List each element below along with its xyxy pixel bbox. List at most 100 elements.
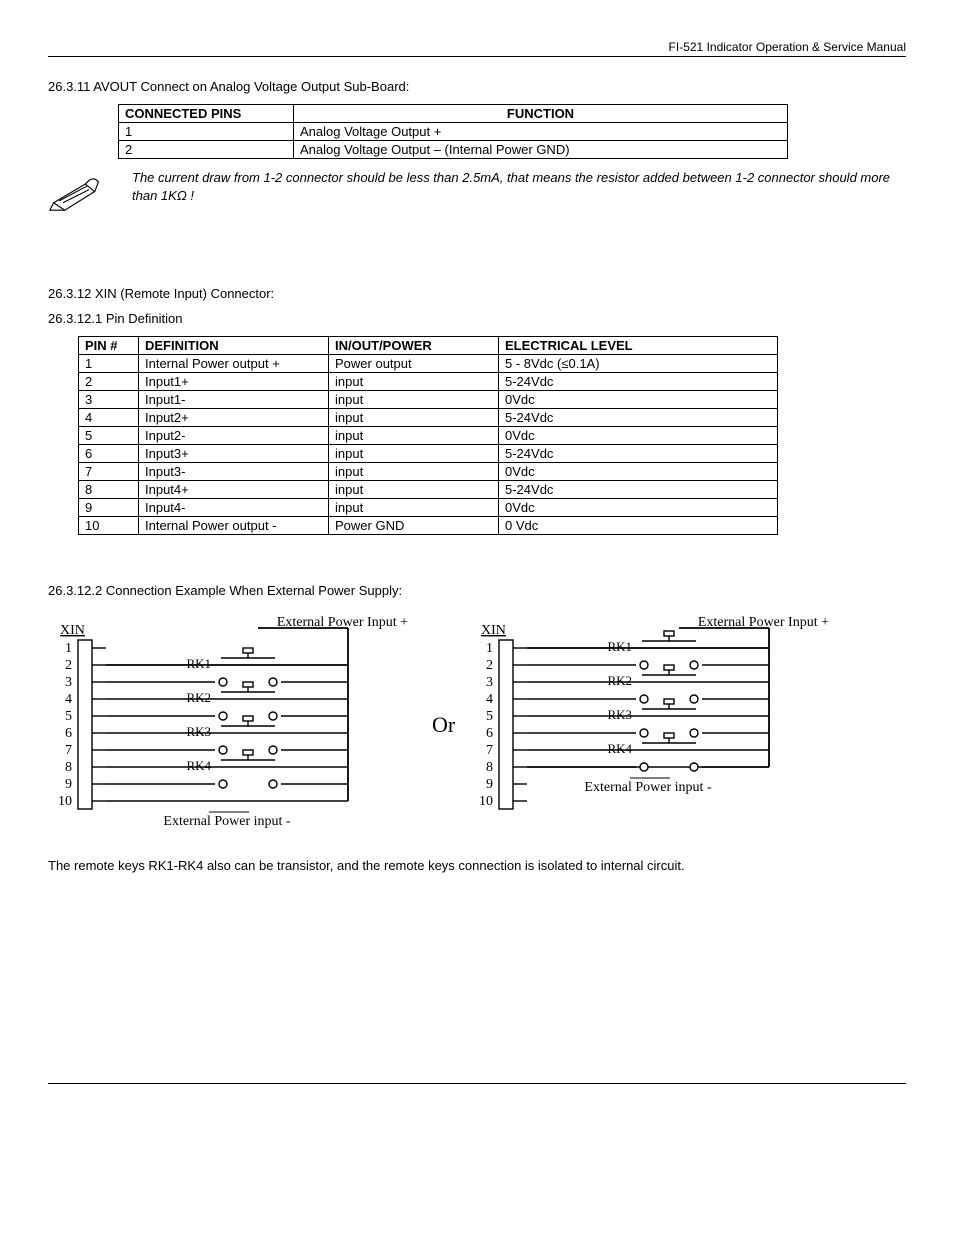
svg-text:10: 10 [479, 794, 493, 809]
table-cell: Analog Voltage Output + [294, 123, 788, 141]
table-cell: Input3- [139, 463, 329, 481]
table-row: 5Input2-input0Vdc [79, 427, 778, 445]
svg-text:9: 9 [486, 777, 493, 792]
svg-text:3: 3 [486, 675, 493, 690]
svg-text:6: 6 [65, 726, 72, 741]
svg-text:5: 5 [65, 709, 72, 724]
svg-text:10: 10 [58, 794, 72, 809]
table-cell: input [329, 499, 499, 517]
svg-text:RK2: RK2 [608, 673, 633, 688]
table-cell: 6 [79, 445, 139, 463]
svg-text:1: 1 [65, 641, 72, 656]
table-cell: Power GND [329, 517, 499, 535]
svg-text:XIN: XIN [60, 623, 85, 638]
note-block: The current draw from 1-2 connector shou… [48, 169, 906, 212]
table-header: PIN # [79, 337, 139, 355]
table-xin-pins: PIN # DEFINITION IN/OUT/POWER ELECTRICAL… [78, 336, 778, 535]
table-row: 2Input1+input5-24Vdc [79, 373, 778, 391]
svg-text:External Power input -: External Power input - [163, 814, 290, 829]
table-cell: 2 [79, 373, 139, 391]
table-header: ELECTRICAL LEVEL [499, 337, 778, 355]
table-cell: 0Vdc [499, 463, 778, 481]
page-header: FI-521 Indicator Operation & Service Man… [48, 40, 906, 57]
table-cell: 5 - 8Vdc (≤0.1A) [499, 355, 778, 373]
diagram-left: XINExternal Power Input +12345678910Exte… [48, 610, 418, 840]
table-cell: input [329, 427, 499, 445]
table-row: 2 Analog Voltage Output – (Internal Powe… [119, 141, 788, 159]
note-icon [48, 171, 104, 212]
table-cell: 1 [119, 123, 294, 141]
table-cell: 8 [79, 481, 139, 499]
table-row: 7Input3-input0Vdc [79, 463, 778, 481]
table-cell: 4 [79, 409, 139, 427]
table-row: 8Input4+input5-24Vdc [79, 481, 778, 499]
note-text: The current draw from 1-2 connector shou… [132, 169, 906, 204]
footer-rule [48, 1083, 906, 1084]
table-cell: Input2- [139, 427, 329, 445]
svg-text:External Power input -: External Power input - [585, 780, 712, 795]
table-cell: 0 Vdc [499, 517, 778, 535]
section-heading-avout: 26.3.11 AVOUT Connect on Analog Voltage … [48, 79, 906, 94]
svg-text:RK3: RK3 [186, 724, 211, 739]
table-cell: 0Vdc [499, 391, 778, 409]
table-row: 3Input1-input0Vdc [79, 391, 778, 409]
table-cell: Power output [329, 355, 499, 373]
table-row: 4Input2+input5-24Vdc [79, 409, 778, 427]
table-header: CONNECTED PINS [119, 105, 294, 123]
svg-text:2: 2 [486, 658, 493, 673]
table-cell: 0Vdc [499, 499, 778, 517]
table-cell: 0Vdc [499, 427, 778, 445]
table-cell: input [329, 409, 499, 427]
svg-text:2: 2 [65, 658, 72, 673]
table-cell: Internal Power output + [139, 355, 329, 373]
section-heading-xin: 26.3.12 XIN (Remote Input) Connector: [48, 286, 906, 301]
table-row: 1 Analog Voltage Output + [119, 123, 788, 141]
connection-diagram: XINExternal Power Input +12345678910Exte… [48, 610, 906, 840]
table-cell: Input4- [139, 499, 329, 517]
svg-text:RK4: RK4 [186, 758, 211, 773]
svg-text:9: 9 [65, 777, 72, 792]
table-cell: input [329, 463, 499, 481]
diagram-right: XINExternal Power Input +12345678910Exte… [469, 610, 839, 840]
footnote-text: The remote keys RK1-RK4 also can be tran… [48, 858, 906, 873]
table-cell: input [329, 481, 499, 499]
svg-text:RK2: RK2 [186, 690, 211, 705]
table-cell: input [329, 391, 499, 409]
svg-text:5: 5 [486, 709, 493, 724]
table-cell: 10 [79, 517, 139, 535]
svg-text:7: 7 [65, 743, 72, 758]
table-row: 6Input3+input5-24Vdc [79, 445, 778, 463]
table-cell: input [329, 445, 499, 463]
subsection-heading-conn-example: 26.3.12.2 Connection Example When Extern… [48, 583, 906, 598]
table-cell: 5-24Vdc [499, 445, 778, 463]
table-cell: Input3+ [139, 445, 329, 463]
table-cell: 1 [79, 355, 139, 373]
svg-text:6: 6 [486, 726, 493, 741]
svg-text:RK1: RK1 [608, 639, 633, 654]
table-cell: 5-24Vdc [499, 409, 778, 427]
svg-text:4: 4 [486, 692, 493, 707]
table-header: FUNCTION [294, 105, 788, 123]
subsection-heading-pins: 26.3.12.1 Pin Definition [48, 311, 906, 326]
svg-text:RK3: RK3 [608, 707, 633, 722]
table-cell: 5 [79, 427, 139, 445]
table-cell: 5-24Vdc [499, 373, 778, 391]
table-cell: Input2+ [139, 409, 329, 427]
svg-text:RK4: RK4 [608, 741, 633, 756]
svg-text:XIN: XIN [481, 623, 506, 638]
table-cell: 3 [79, 391, 139, 409]
table-cell: Input1+ [139, 373, 329, 391]
svg-text:8: 8 [486, 760, 493, 775]
page: FI-521 Indicator Operation & Service Man… [0, 0, 954, 1124]
table-row: 1Internal Power output +Power output5 - … [79, 355, 778, 373]
svg-text:RK1: RK1 [186, 656, 211, 671]
table-header: DEFINITION [139, 337, 329, 355]
svg-text:8: 8 [65, 760, 72, 775]
table-avout: CONNECTED PINS FUNCTION 1 Analog Voltage… [118, 104, 788, 159]
table-cell: input [329, 373, 499, 391]
table-cell: Internal Power output - [139, 517, 329, 535]
table-cell: Input4+ [139, 481, 329, 499]
or-label: Or [428, 712, 459, 738]
table-cell: 7 [79, 463, 139, 481]
table-row: 9Input4-input0Vdc [79, 499, 778, 517]
